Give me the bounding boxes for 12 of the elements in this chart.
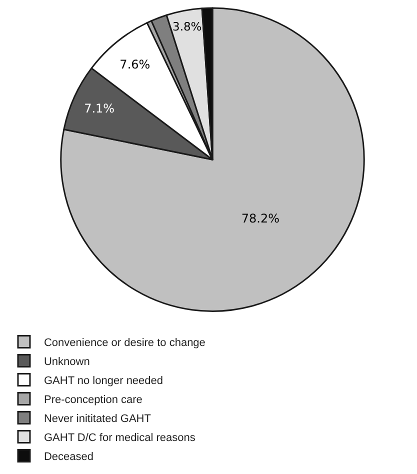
pie-slice	[60, 7, 365, 312]
data-label: 3.8%	[172, 19, 202, 34]
legend-label: Convenience or desire to change	[44, 336, 206, 349]
legend-label: Deceased	[44, 450, 94, 463]
data-label: 7.6%	[120, 58, 150, 72]
legend-label: Never inititated GAHT	[44, 412, 152, 425]
data-label: 78.2%	[241, 211, 280, 226]
legend-label: Pre-conception care	[44, 394, 142, 406]
legend-label: GAHT D/C for medical reasons	[44, 432, 196, 444]
legend-label: Unknown	[44, 356, 90, 368]
legend-label: GAHT no longer needed	[44, 374, 164, 387]
data-label: 7.1%	[84, 102, 115, 116]
